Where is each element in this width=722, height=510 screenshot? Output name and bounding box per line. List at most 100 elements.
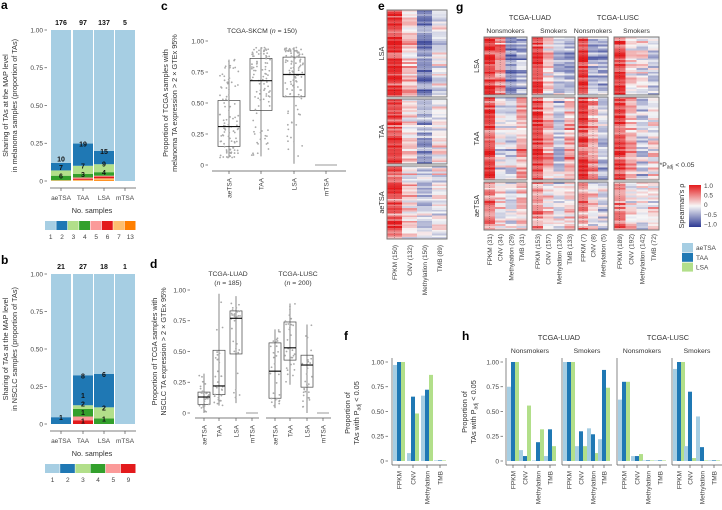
heatmap-cell <box>564 119 576 123</box>
heatmap-cell <box>532 115 544 119</box>
heatmap-cell <box>553 54 565 57</box>
x-tick-label: CNV (34) <box>498 234 505 261</box>
heatmap-cell <box>553 91 565 94</box>
heatmap-cell <box>417 193 433 196</box>
heatmap-cell <box>532 177 544 181</box>
data-point <box>294 62 297 65</box>
heatmap-cell <box>614 113 626 116</box>
heatmap-cell <box>417 217 433 220</box>
heatmap-cell <box>588 205 599 208</box>
heatmap-cell <box>553 140 565 143</box>
heatmap-cell <box>625 128 637 131</box>
heatmap-cell <box>588 191 599 194</box>
heatmap-cell <box>564 197 576 200</box>
heatmap-cell <box>402 85 418 88</box>
heatmap-cell <box>484 77 496 80</box>
row-group-label: LSA <box>377 46 386 60</box>
heatmap-cell <box>432 156 448 159</box>
heatmap-cell <box>387 195 403 198</box>
heatmap-cell <box>614 228 626 231</box>
data-point <box>277 350 279 353</box>
x-tick-label: FPKM <box>567 471 574 489</box>
heatmap-cell <box>417 184 433 187</box>
heatmap-cell <box>647 93 660 96</box>
heatmap-cell <box>614 121 626 125</box>
heatmap-cell <box>532 111 544 114</box>
data-point <box>288 69 291 72</box>
heatmap-cell <box>578 115 589 119</box>
heatmap-cell <box>625 220 637 223</box>
heatmap-cell <box>614 175 626 179</box>
data-point <box>237 152 239 155</box>
sig-subscript: adj <box>667 165 674 171</box>
heatmap-cell <box>625 216 637 219</box>
heatmap-cell <box>588 119 599 123</box>
heatmap-cell <box>647 73 660 76</box>
heatmap-cell <box>484 140 496 143</box>
x-tick-label: TAA <box>259 177 266 190</box>
heatmap-cell <box>505 199 517 202</box>
panel-e: FPKM (150) CNV (132) Methylation (150) TMB … <box>377 9 448 295</box>
data-point <box>285 49 288 52</box>
data-point <box>220 394 223 397</box>
heatmap-cell <box>542 212 554 215</box>
data-point <box>253 69 255 72</box>
heatmap-cell <box>564 56 576 59</box>
heatmap-cell <box>494 167 506 170</box>
heatmap-cell <box>542 150 554 154</box>
heatmap-cell <box>387 113 403 117</box>
heatmap-cell <box>542 159 554 162</box>
heatmap-cell <box>598 119 609 123</box>
data-point <box>216 402 219 405</box>
data-point <box>295 46 298 49</box>
heatmap-cell <box>636 54 649 57</box>
heatmap-cell <box>516 146 528 150</box>
data-point <box>220 301 223 304</box>
data-point <box>231 309 234 311</box>
bar-LSA <box>527 405 531 461</box>
heatmap-cell <box>432 211 448 214</box>
heatmap-cell <box>542 210 554 214</box>
heatmap-cell <box>564 121 576 125</box>
heatmap-cell <box>564 75 576 78</box>
heatmap-cell <box>647 42 660 46</box>
legend-swatch <box>75 464 90 473</box>
heatmap-cell <box>387 209 403 212</box>
heatmap-cell <box>578 123 589 127</box>
data-point <box>272 356 275 359</box>
data-point <box>222 119 225 122</box>
heatmap-cell <box>432 126 448 130</box>
heatmap-cell <box>588 177 599 181</box>
heatmap-cell <box>647 157 660 160</box>
heatmap-cell <box>505 210 517 214</box>
bar-group <box>434 460 446 461</box>
heatmap-cell <box>432 68 448 71</box>
heatmap-cell <box>647 195 660 198</box>
heatmap-cell <box>432 207 448 211</box>
bar-segment-level-4 <box>73 173 93 178</box>
heatmap-cell <box>553 111 565 114</box>
x-tick-label: FPKM <box>511 471 518 489</box>
heatmap-cell <box>647 134 660 137</box>
heatmap-cell <box>402 21 418 24</box>
heatmap-cell <box>614 157 626 160</box>
heatmap-cell <box>402 54 418 57</box>
heatmap-cell <box>542 107 554 110</box>
x-tick-label: TMB <box>712 471 719 485</box>
block-border <box>531 181 576 231</box>
data-point <box>270 397 273 400</box>
heatmap-cell <box>432 42 448 46</box>
heatmap-cell <box>636 193 649 196</box>
segment-label: 10 <box>57 157 65 164</box>
heatmap-cell <box>484 216 496 219</box>
heatmap-cell <box>614 103 626 106</box>
heatmap-cell <box>505 146 517 150</box>
data-point <box>272 340 275 343</box>
heatmap-cell <box>625 130 637 133</box>
heatmap-cell <box>417 211 433 214</box>
heatmap-cell <box>625 155 637 158</box>
data-point <box>201 375 203 378</box>
legend-label: 13 <box>127 234 135 241</box>
heatmap-cell <box>647 136 660 139</box>
data-point <box>220 86 222 88</box>
